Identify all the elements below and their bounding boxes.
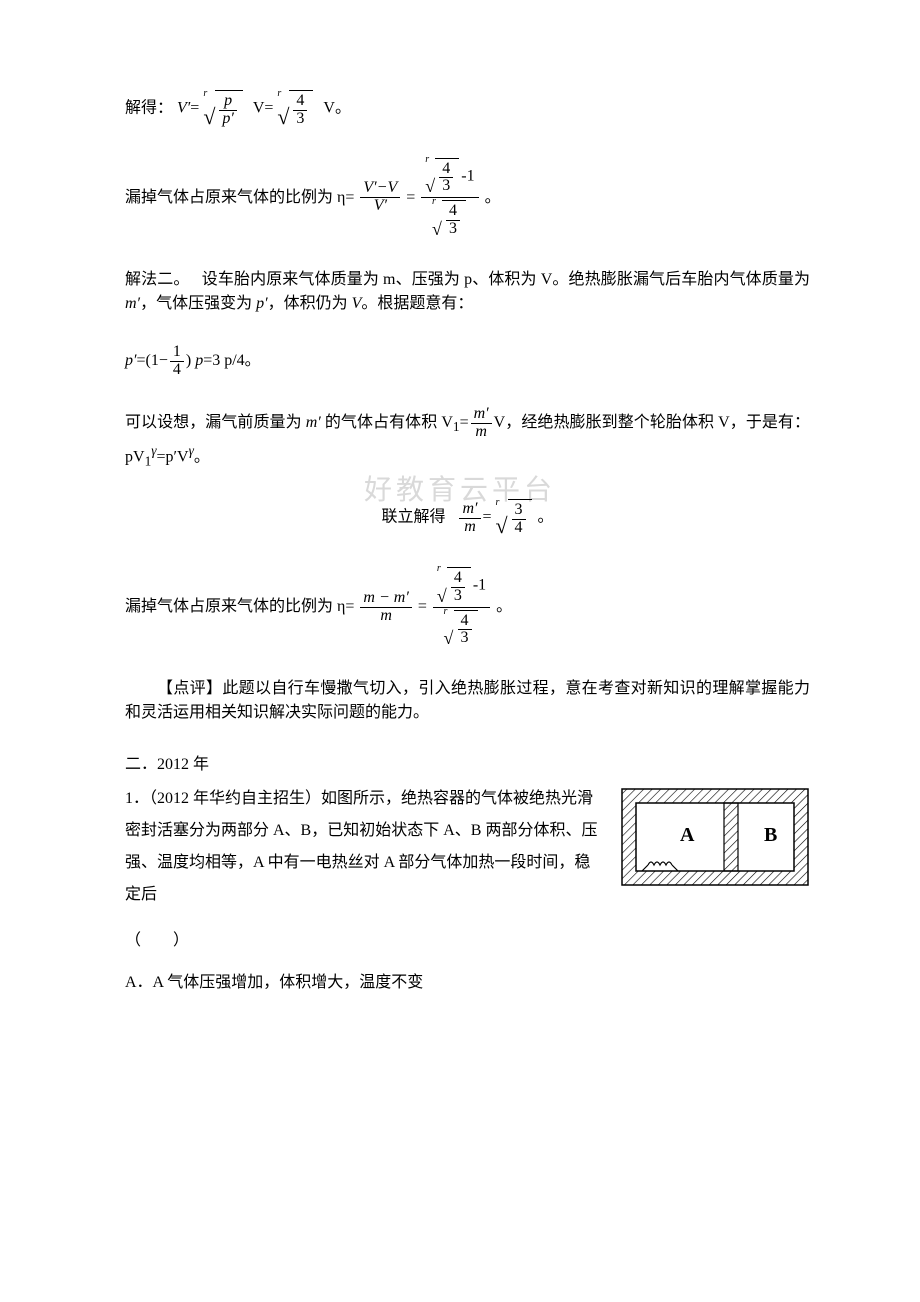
period-3: 。 <box>538 509 554 526</box>
q1-paren: （ ） <box>125 929 810 953</box>
n4a: 4 <box>439 161 453 179</box>
d3b: 3 <box>446 221 460 238</box>
frac-m: m − m′ m <box>360 590 411 625</box>
ratio1-eq: = <box>406 188 415 205</box>
comment-para: 【点评】此题以自行车慢撒气切入，引入绝热膨胀过程，意在考查对新知识的理解掌握能力… <box>125 677 810 725</box>
n3: 3 <box>512 502 526 520</box>
p: p <box>224 92 232 109</box>
n4b: 4 <box>446 203 460 221</box>
ratio2-den: m <box>380 607 392 624</box>
n4c: 4 <box>451 570 465 588</box>
assume-num: m′ <box>474 405 489 422</box>
root-4-3-bot-m: r 43 <box>446 610 478 648</box>
bigfrac-root43-m: r 43 -1 r 43 <box>433 565 490 649</box>
assume-V: V <box>494 414 506 431</box>
sol2-l1d: 。根据题意有： <box>361 295 473 312</box>
eq2-p: p <box>195 352 203 369</box>
assume-b: 的气体占有体积 V <box>321 414 453 431</box>
ratio2-num: m − m′ <box>363 589 408 606</box>
joint-line: 联立解得 m′m = r 34 。 <box>125 499 810 537</box>
assume-eq: = <box>460 414 469 431</box>
joint-den: m <box>464 518 476 535</box>
eq2-lhs: p′ <box>125 352 137 369</box>
sol2-l1: 设车胎内原来气体质量为 m、压强为 p、体积为 V。绝热膨胀漏气后车胎内气体质量… <box>202 271 810 288</box>
period-1: 。 <box>335 99 351 116</box>
assume-para: 可以设想，漏气前质量为 m′ 的气体占有体积 V1=m′mV，经绝热膨胀到整个轮… <box>125 406 810 471</box>
sol1-prefix: 解得： <box>125 99 173 116</box>
root-p-over-pprime: r p p′ <box>205 90 243 128</box>
eq2-open: =(1− <box>137 352 168 369</box>
comment-text: 此题以自行车慢撒气切入，引入绝热膨胀过程，意在考查对新知识的理解掌握能力和灵活运… <box>125 680 810 721</box>
den-3: 3 <box>293 111 307 128</box>
option-a: A．A 气体压强增加，体积增大，温度不变 <box>125 971 810 995</box>
d3c: 3 <box>451 588 465 605</box>
frac-vprime-v: V′−V V′ <box>360 180 400 215</box>
p-prime-2: p′ <box>256 295 268 312</box>
n1: 1 <box>170 344 184 362</box>
sub1: 1 <box>453 420 460 435</box>
page: 好教育云平台 解得： V′= r p p′ V= r 4 3 V。 <box>0 0 920 1059</box>
figure-container: A B <box>620 787 810 887</box>
root-4-3-top: r 43 <box>427 158 459 196</box>
ratio2-prefix: 漏掉气体占原来气体的比例为 η= <box>125 598 354 615</box>
p-prime: p′ <box>222 110 234 127</box>
root-index-gamma-2: r <box>277 86 281 101</box>
sol1-line: 解得： V′= r p p′ V= r 4 3 V。 <box>125 90 810 128</box>
q1-text: 1．（2012 年华约自主招生）如图所示，绝热容器的气体被绝热光滑密封活塞分为两… <box>125 790 597 903</box>
fig-label-b: B <box>764 824 777 846</box>
section2-head: 二．2012 年 <box>125 753 810 777</box>
joint-eq: = <box>483 509 492 526</box>
bigfrac-root43: r 43 -1 r 43 <box>421 156 478 240</box>
period-2: 。 <box>485 188 501 205</box>
ratio1-line: 漏掉气体占原来气体的比例为 η= V′−V V′ = r 43 -1 r 43 … <box>125 156 810 240</box>
root-4-3: r 4 3 <box>279 90 313 128</box>
eq2-line: p′=(1−14) p=3 p/4。 <box>125 344 810 379</box>
sol2-l1c: ，体积仍为 <box>268 295 352 312</box>
root-index-gamma: r <box>203 86 207 101</box>
eq1: = <box>190 99 199 116</box>
joint-num: m′ <box>462 500 477 517</box>
d4: 4 <box>170 362 184 379</box>
root-4-3-bot: r 43 <box>434 200 466 238</box>
sol2-head: 解法二。 <box>125 271 189 288</box>
m-prime: m′ <box>125 295 140 312</box>
d3d: 3 <box>458 630 472 647</box>
assume-mprime: m′ <box>306 414 321 431</box>
period-4: 。 <box>496 598 512 615</box>
num-4: 4 <box>293 93 307 111</box>
assume-a: 可以设想，漏气前质量为 <box>125 414 306 431</box>
V-1: V= <box>249 99 274 116</box>
sol2-para: 解法二。 设车胎内原来气体质量为 m、压强为 p、体积为 V。绝热膨胀漏气后车胎… <box>125 268 810 316</box>
ratio1-num: V′−V <box>363 179 397 196</box>
n4d: 4 <box>458 613 472 631</box>
ratio2-line: 漏掉气体占原来气体的比例为 η= m − m′ m = r 43 -1 r 43… <box>125 565 810 649</box>
container-figure: A B <box>620 787 810 887</box>
ratio1-den: V′ <box>374 197 387 214</box>
root-4-3-top-m: r 43 <box>439 567 471 605</box>
ratio2-eq: = <box>418 598 427 615</box>
fig-label-a: A <box>680 824 695 846</box>
d4b: 4 <box>512 520 526 537</box>
assume-d: =p′V <box>157 448 189 465</box>
assume-e: 。 <box>194 448 210 465</box>
eq2-close: ) <box>186 352 195 369</box>
joint-prefix: 联立解得 <box>381 509 445 526</box>
minus1b: -1 <box>473 577 486 594</box>
comment-label: 【点评】 <box>157 680 222 697</box>
sol2-l1b: ，气体压强变为 <box>140 295 256 312</box>
v-prime: V′ <box>177 99 190 116</box>
assume-den: m <box>475 423 487 440</box>
V-2: V <box>319 99 335 116</box>
d3a: 3 <box>439 178 453 195</box>
eq2-rhs: =3 p/4。 <box>203 352 260 369</box>
ratio1-prefix: 漏掉气体占原来气体的比例为 η= <box>125 188 354 205</box>
minus1a: -1 <box>461 167 474 184</box>
V-3: V <box>352 295 362 312</box>
root-3-4: r 34 <box>498 499 532 537</box>
